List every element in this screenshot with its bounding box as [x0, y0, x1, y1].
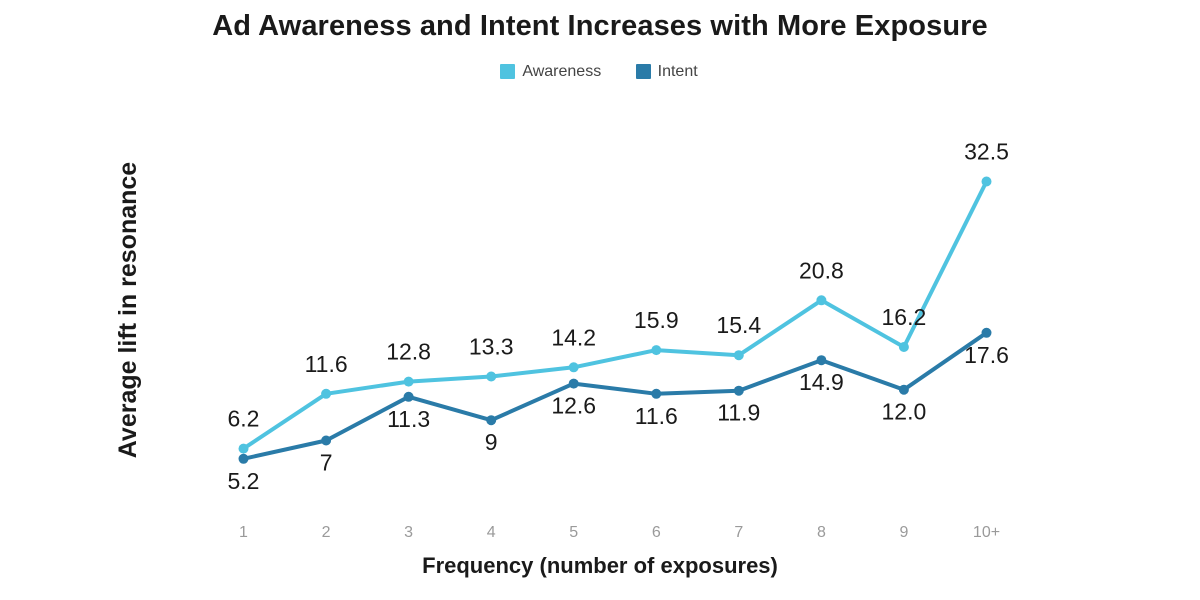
svg-text:Frequency (number of exposures: Frequency (number of exposures): [422, 553, 778, 578]
svg-text:11.6: 11.6: [635, 403, 678, 429]
svg-text:11.3: 11.3: [387, 406, 430, 432]
svg-text:10+: 10+: [973, 524, 1000, 541]
svg-text:14.9: 14.9: [799, 369, 844, 395]
svg-text:32.5: 32.5: [964, 139, 1009, 165]
svg-text:11.9: 11.9: [717, 400, 760, 426]
svg-text:12.6: 12.6: [551, 393, 596, 419]
svg-text:20.8: 20.8: [799, 257, 844, 283]
svg-text:6.2: 6.2: [228, 406, 260, 432]
svg-text:9: 9: [899, 524, 908, 541]
svg-text:8: 8: [817, 524, 826, 541]
svg-text:12.8: 12.8: [386, 339, 431, 365]
svg-text:15.4: 15.4: [716, 312, 761, 338]
svg-text:11.6: 11.6: [305, 351, 348, 377]
svg-text:17.6: 17.6: [964, 342, 1009, 368]
svg-text:5.2: 5.2: [228, 468, 260, 494]
svg-text:9: 9: [485, 429, 498, 455]
svg-text:7: 7: [734, 524, 743, 541]
svg-text:3: 3: [404, 524, 413, 541]
svg-text:5: 5: [569, 524, 578, 541]
svg-text:16.2: 16.2: [882, 304, 927, 330]
svg-text:13.3: 13.3: [469, 334, 514, 360]
svg-text:Average lift in resonance: Average lift in resonance: [114, 162, 142, 458]
svg-text:15.9: 15.9: [634, 307, 679, 333]
svg-text:12.0: 12.0: [882, 399, 927, 425]
svg-text:14.2: 14.2: [551, 324, 596, 350]
svg-text:1: 1: [239, 524, 248, 541]
svg-text:6: 6: [652, 524, 661, 541]
svg-text:2: 2: [322, 524, 331, 541]
svg-text:4: 4: [487, 524, 496, 541]
svg-text:7: 7: [320, 450, 333, 476]
